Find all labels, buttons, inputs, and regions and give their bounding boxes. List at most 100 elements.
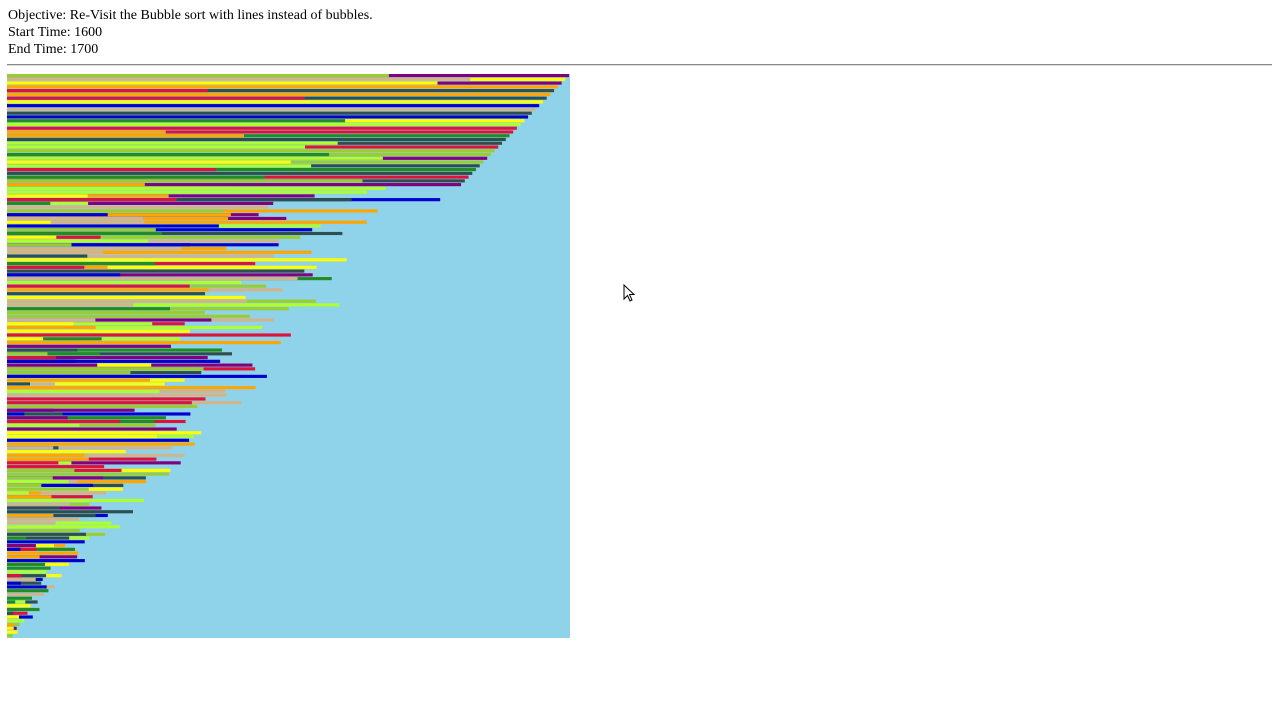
sort-line (7, 393, 227, 397)
sort-line (7, 352, 100, 356)
sort-line (7, 179, 363, 183)
sort-line (7, 581, 42, 585)
sort-line (7, 521, 56, 525)
sort-line (7, 412, 191, 416)
sort-line (7, 622, 14, 627)
sort-line (7, 310, 205, 315)
sort-line (7, 137, 506, 142)
sort-line (7, 213, 231, 217)
sort-line (7, 378, 150, 382)
sort-line (7, 130, 166, 134)
sort-line (7, 544, 36, 548)
sort-line (7, 164, 312, 168)
sort-line (7, 423, 37, 427)
sort-line (7, 186, 199, 190)
sort-line (7, 468, 75, 472)
sort-line (7, 96, 305, 100)
sort-line (7, 295, 246, 299)
sort-line (7, 250, 312, 254)
sort-line (7, 318, 212, 322)
sort-line (7, 198, 352, 202)
sort-line (7, 434, 126, 439)
sort-line (7, 329, 190, 333)
sort-line (7, 348, 78, 352)
sort-line (7, 216, 143, 221)
sort-line (7, 619, 25, 623)
sort-line (7, 626, 14, 630)
sort-line (7, 408, 135, 412)
sort-line (7, 213, 108, 217)
sort-line (7, 111, 532, 115)
sort-line (7, 371, 131, 375)
sort-line (7, 160, 291, 164)
sort-line (7, 220, 367, 224)
sort-line (7, 337, 102, 341)
sort-line (7, 246, 182, 251)
sort-line (7, 292, 205, 296)
sort-line (7, 243, 191, 247)
sort-line (7, 325, 263, 330)
sort-line (7, 85, 558, 89)
sort-line (7, 502, 70, 506)
sort-line (7, 498, 144, 503)
sort-line (7, 476, 104, 480)
sort-line (7, 130, 514, 134)
sort-line (7, 570, 47, 574)
sort-line (7, 596, 32, 600)
sort-line (7, 288, 209, 292)
sort-line (7, 589, 49, 593)
sort-line (7, 513, 54, 518)
sort-line (7, 205, 269, 209)
sort-line (7, 126, 517, 130)
sort-line (7, 303, 134, 307)
end-time: End Time: 1700 (8, 42, 99, 57)
sort-line (7, 431, 202, 435)
sort-line (7, 303, 340, 307)
sort-line (7, 600, 26, 604)
sort-line (7, 254, 88, 258)
sort-line (7, 592, 45, 597)
sort-line (7, 209, 223, 213)
sort-line (7, 574, 22, 578)
sort-line (7, 243, 72, 247)
sort-line (7, 168, 476, 172)
sort-line (7, 299, 247, 303)
sort-line (7, 611, 13, 615)
sort-line (7, 480, 69, 484)
sort-line (7, 171, 473, 175)
sort-line (7, 156, 383, 160)
sort-line (7, 194, 88, 198)
sort-line (7, 446, 172, 450)
sort-line (7, 532, 86, 536)
sort-line (7, 318, 96, 322)
sort-line (7, 231, 162, 236)
sort-line (7, 461, 59, 465)
sort-line (7, 577, 36, 581)
sort-line (7, 566, 51, 570)
sort-line (7, 634, 13, 638)
sort-line (7, 220, 51, 224)
sort-line (7, 615, 33, 619)
sort-line (7, 555, 78, 559)
sort-line (7, 122, 521, 127)
sort-line (7, 416, 166, 420)
sort-line (7, 423, 80, 427)
sort-line (7, 611, 28, 615)
sort-line (7, 262, 156, 266)
sort-line (7, 412, 25, 416)
sort-line (7, 547, 37, 551)
sort-line (7, 528, 80, 533)
sort-line (7, 356, 208, 360)
sort-line (7, 284, 190, 288)
sort-line (7, 461, 181, 465)
sort-line (7, 273, 121, 277)
sort-line (7, 134, 510, 138)
info-block: Objective: Re-Visit the Bubble sort with… (8, 7, 373, 58)
sort-line (7, 453, 185, 457)
sort-line (7, 363, 98, 367)
sort-line (7, 559, 85, 563)
sort-line (7, 104, 540, 108)
sort-line (7, 386, 146, 390)
sort-line (7, 115, 529, 119)
